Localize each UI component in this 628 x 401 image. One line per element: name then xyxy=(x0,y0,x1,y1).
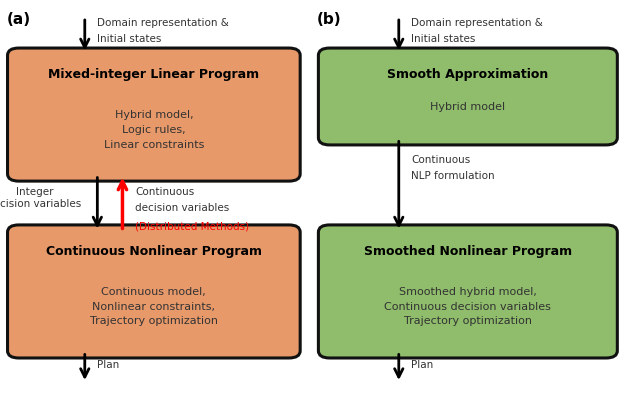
Text: Initial states: Initial states xyxy=(97,34,162,44)
Text: Mixed-integer Linear Program: Mixed-integer Linear Program xyxy=(48,68,259,81)
Text: Hybrid model: Hybrid model xyxy=(430,102,506,112)
Text: Domain representation &: Domain representation & xyxy=(97,18,229,28)
Text: Continuous: Continuous xyxy=(135,186,194,196)
Text: (Distributed Methods): (Distributed Methods) xyxy=(135,221,249,231)
Text: Smooth Approximation: Smooth Approximation xyxy=(387,68,548,81)
FancyBboxPatch shape xyxy=(8,225,300,358)
Text: Plan: Plan xyxy=(97,359,119,369)
Text: Domain representation &: Domain representation & xyxy=(411,18,543,28)
Text: Initial states: Initial states xyxy=(411,34,476,44)
Text: Continuous Nonlinear Program: Continuous Nonlinear Program xyxy=(46,245,262,257)
Text: Continuous: Continuous xyxy=(411,154,470,164)
Text: decision variables: decision variables xyxy=(135,203,229,213)
FancyBboxPatch shape xyxy=(8,49,300,182)
Text: Smoothed hybrid model,
Continuous decision variables
Trajectory optimization: Smoothed hybrid model, Continuous decisi… xyxy=(384,286,551,326)
Text: Hybrid model,
Logic rules,
Linear constraints: Hybrid model, Logic rules, Linear constr… xyxy=(104,110,204,149)
Text: (b): (b) xyxy=(317,12,342,27)
Text: (a): (a) xyxy=(6,12,30,27)
Text: Continuous model,
Nonlinear constraints,
Trajectory optimization: Continuous model, Nonlinear constraints,… xyxy=(90,286,218,326)
Text: Smoothed Nonlinear Program: Smoothed Nonlinear Program xyxy=(364,245,572,257)
Text: NLP formulation: NLP formulation xyxy=(411,170,495,180)
FancyBboxPatch shape xyxy=(318,225,617,358)
Text: Plan: Plan xyxy=(411,359,433,369)
FancyBboxPatch shape xyxy=(318,49,617,146)
Text: Integer
decision variables: Integer decision variables xyxy=(0,186,82,208)
